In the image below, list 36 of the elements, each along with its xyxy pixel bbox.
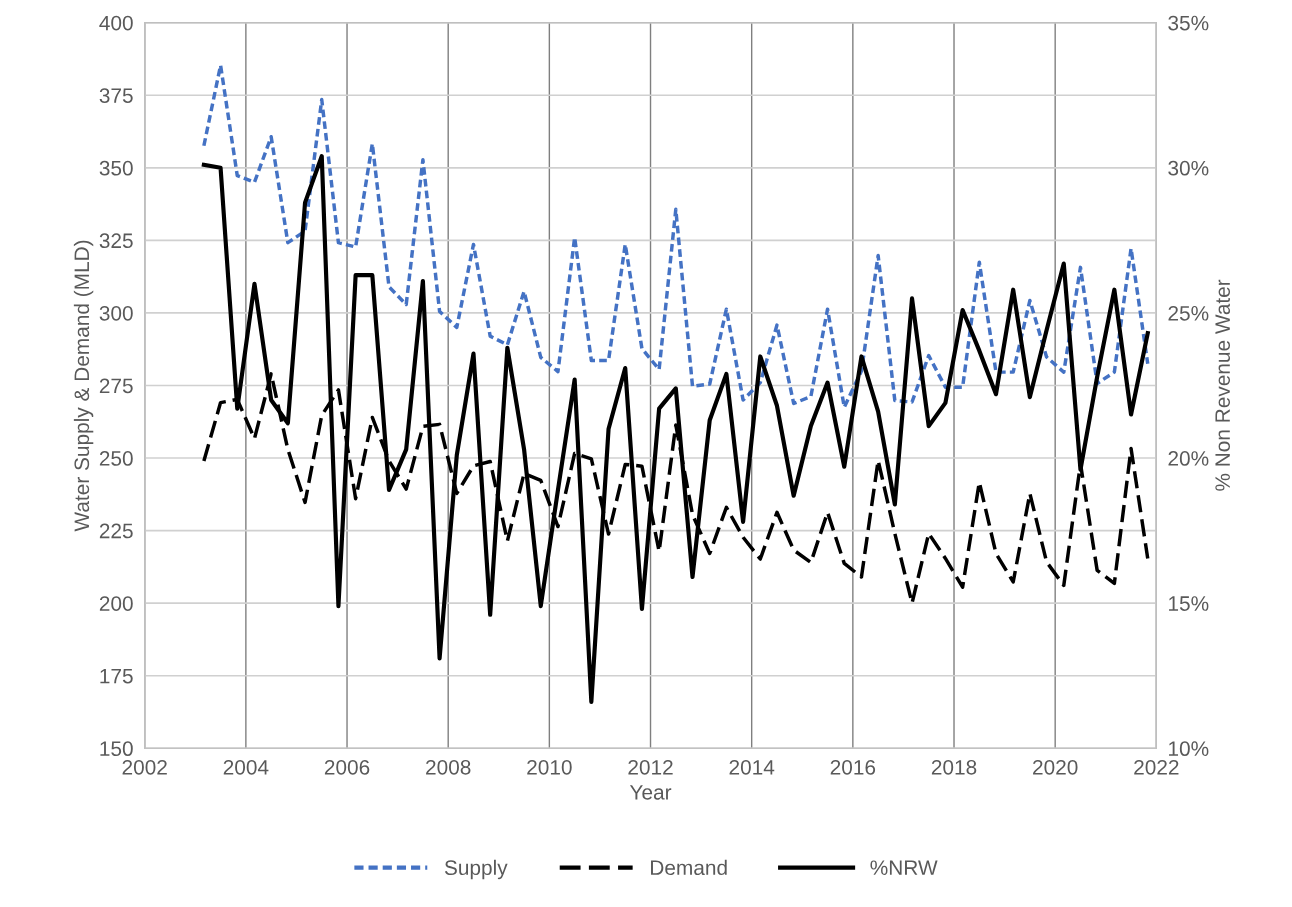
y2-axis-title: % Non Revenue Water: [1215, 279, 1231, 491]
x-tick-label: 2016: [830, 759, 876, 775]
y-tick-label: 400: [99, 15, 133, 31]
legend-label: %NRW: [870, 860, 938, 875]
y-tick-label: 375: [99, 88, 133, 103]
x-tick-label: 2008: [426, 759, 471, 775]
x-tick-label: 2018: [931, 759, 977, 775]
x-tick-label: 2022: [1134, 759, 1179, 775]
y2-tick-label: 35%: [1168, 15, 1209, 31]
x-tick-label: 2010: [527, 759, 572, 775]
y-tick-label: 275: [99, 378, 133, 394]
y2-tick-label: 15%: [1169, 596, 1209, 611]
y-axis-title: Water Supply & Demand (MLD): [73, 240, 94, 532]
x-axis-title: Year: [629, 785, 672, 800]
x-tick-label: 2012: [628, 759, 673, 775]
x-tick-label: 2020: [1033, 759, 1078, 775]
y-tick-label: 250: [99, 451, 133, 466]
x-tick-label: 2006: [324, 759, 370, 775]
x-tick-label: 2002: [122, 759, 167, 775]
y-tick-label: 300: [99, 305, 133, 321]
y-tick-label: 325: [99, 233, 133, 249]
y2-tick-label: 25%: [1168, 305, 1209, 321]
line-series: [202, 63, 1150, 409]
y2-tick-label: 20%: [1168, 451, 1209, 466]
x-tick-label: 2004: [223, 759, 269, 775]
y-tick-label: 175: [100, 668, 133, 684]
y-tick-label: 200: [99, 596, 133, 611]
y2-tick-label: 30%: [1168, 160, 1209, 176]
legend-label: Supply: [444, 859, 508, 880]
legend-label: Demand: [651, 859, 727, 876]
y2-tick-label: 10%: [1169, 741, 1209, 757]
y-tick-label: 350: [99, 160, 133, 176]
y-tick-label: 150: [100, 741, 133, 757]
y-tick-label: 225: [99, 523, 133, 539]
x-tick-label: 2014: [729, 759, 775, 775]
line-series: [201, 154, 1150, 704]
